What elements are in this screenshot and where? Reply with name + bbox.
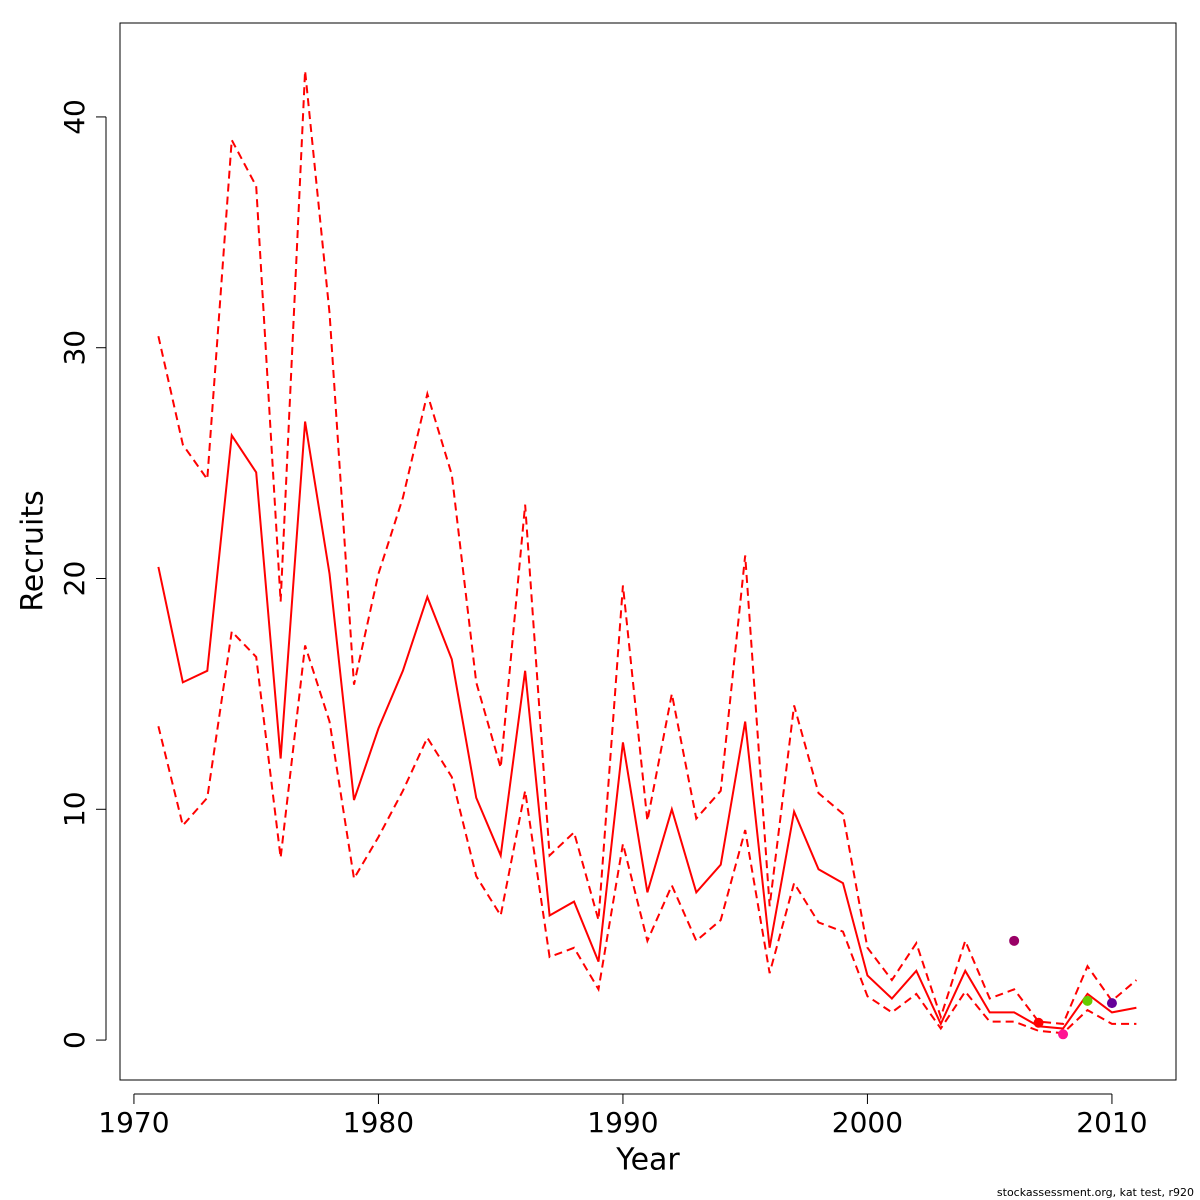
y-tick-label: 10	[58, 791, 91, 827]
series-line	[157, 70, 1138, 1025]
terminal-point	[1058, 1029, 1069, 1040]
x-tick-label: 1990	[587, 1106, 658, 1139]
footer: stockassessment.org, kat test, r920	[997, 1186, 1194, 1199]
series-line	[157, 629, 1137, 1035]
x-tick-label: 2000	[832, 1106, 903, 1139]
series-line	[157, 421, 1137, 1030]
x-tick-label: 1970	[98, 1106, 169, 1139]
y-tick-label: 20	[58, 561, 91, 597]
x-axis-label: Year	[615, 1143, 680, 1178]
y-axis-label: Recruits	[16, 490, 51, 612]
y-tick-label: 0	[58, 1031, 91, 1049]
terminal-point	[1106, 998, 1117, 1009]
terminal-point	[1082, 995, 1093, 1006]
x-tick-label: 2010	[1076, 1106, 1147, 1139]
y-tick-label: 40	[58, 99, 91, 135]
terminal-point	[1009, 935, 1020, 946]
y-tick-label: 30	[58, 330, 91, 366]
terminal-point	[1033, 1017, 1044, 1028]
x-tick-label: 1980	[343, 1106, 414, 1139]
plot-frame	[119, 22, 1177, 1081]
